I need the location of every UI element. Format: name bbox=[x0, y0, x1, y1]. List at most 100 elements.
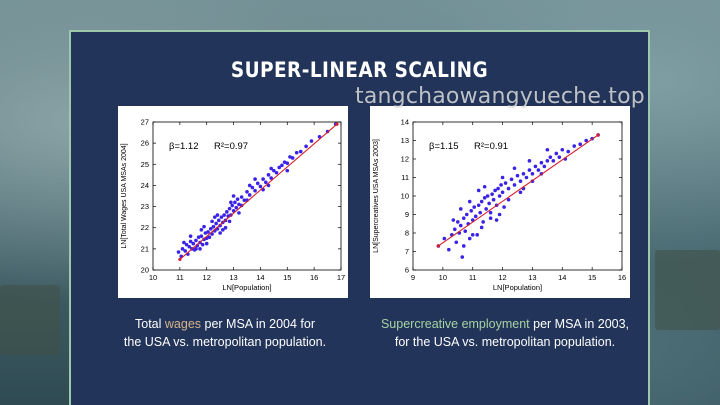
data-point bbox=[502, 205, 506, 209]
data-point bbox=[280, 163, 284, 168]
right-caption-line2: for the USA vs. metropolitan population. bbox=[394, 335, 616, 349]
fit-line bbox=[179, 123, 338, 260]
y-tick-label: 12 bbox=[401, 155, 409, 164]
data-point bbox=[215, 213, 220, 217]
y-tick-label: 22 bbox=[141, 223, 149, 232]
beta-annotation: β=1.15 bbox=[429, 141, 459, 152]
x-tick-label: 13 bbox=[229, 273, 237, 282]
data-point bbox=[518, 190, 523, 195]
data-point bbox=[527, 159, 532, 163]
right-caption-post: per MSA in 2003, bbox=[529, 317, 630, 331]
data-point bbox=[479, 199, 484, 204]
y-axis-label: LN[Total Wages USA MSAs 2004] bbox=[121, 143, 128, 248]
data-point bbox=[447, 247, 451, 252]
data-point bbox=[231, 194, 236, 198]
data-point bbox=[218, 231, 222, 235]
data-point bbox=[472, 205, 477, 209]
data-point bbox=[464, 212, 469, 217]
fit-line-end bbox=[596, 133, 600, 137]
x-axis-label: LN[Population] bbox=[493, 283, 542, 292]
data-point bbox=[467, 199, 472, 204]
data-point bbox=[493, 188, 497, 193]
data-point bbox=[253, 188, 257, 193]
y-tick-label: 26 bbox=[141, 139, 149, 148]
data-point bbox=[253, 177, 257, 181]
x-tick-label: 14 bbox=[256, 273, 264, 282]
y-tick-label: 9 bbox=[405, 210, 409, 219]
data-point bbox=[524, 175, 529, 180]
data-point bbox=[463, 229, 468, 233]
wages-chart-frame: 10 11 12 13 14 15 16 17 20 21 22 23 24 25 26 27 β=1.12 R²… bbox=[118, 106, 348, 298]
data-point bbox=[545, 147, 550, 152]
data-point bbox=[304, 144, 308, 149]
data-point bbox=[227, 206, 232, 211]
y-tick-label: 13 bbox=[401, 136, 409, 145]
data-point bbox=[184, 242, 189, 247]
data-point bbox=[233, 200, 237, 205]
data-point bbox=[496, 186, 500, 191]
data-point bbox=[207, 235, 212, 240]
data-point bbox=[264, 180, 268, 185]
data-point bbox=[211, 224, 216, 229]
y-tick-label: 27 bbox=[141, 118, 149, 127]
data-point bbox=[488, 210, 493, 215]
data-point bbox=[453, 227, 457, 232]
data-point bbox=[266, 173, 271, 177]
data-point bbox=[557, 155, 562, 159]
x-tick-label: 10 bbox=[439, 273, 447, 282]
data-point bbox=[566, 149, 571, 154]
data-point bbox=[247, 193, 252, 197]
x-tick-label: 11 bbox=[176, 273, 184, 282]
data-point bbox=[527, 168, 532, 172]
data-point bbox=[451, 218, 456, 222]
y-tick-label: 7 bbox=[405, 247, 409, 256]
data-point bbox=[469, 209, 474, 213]
data-point bbox=[214, 221, 218, 226]
fit-line-start bbox=[178, 257, 182, 262]
wages-scatter-chart: 10 11 12 13 14 15 16 17 20 21 22 23 24 25 26 27 β=1.12 R²… bbox=[121, 118, 345, 293]
right-caption-highlight: Supercreative employment bbox=[380, 317, 530, 331]
data-point bbox=[180, 247, 185, 251]
data-point bbox=[202, 224, 206, 229]
data-point bbox=[222, 213, 226, 217]
data-point bbox=[542, 164, 547, 169]
data-point bbox=[460, 255, 465, 259]
crowd-silhouette bbox=[0, 285, 60, 355]
data-point bbox=[285, 168, 290, 173]
data-point bbox=[578, 142, 582, 146]
x-tick-label: 16 bbox=[618, 273, 626, 282]
data-point bbox=[503, 181, 508, 185]
data-point bbox=[230, 203, 235, 208]
data-point bbox=[204, 241, 209, 246]
data-point bbox=[258, 184, 263, 189]
data-point bbox=[208, 226, 213, 231]
data-point bbox=[515, 173, 520, 178]
data-point bbox=[218, 223, 222, 228]
data-point bbox=[223, 225, 228, 230]
data-point bbox=[229, 200, 233, 205]
data-point bbox=[199, 228, 204, 232]
data-point bbox=[199, 234, 204, 238]
supercreatives-scatter-chart: 9 10 11 12 13 14 15 16 6 7 8 9 10 11 12 13 14 β=1.15 R²=0.… bbox=[373, 118, 626, 293]
y-tick-label: 8 bbox=[405, 229, 409, 238]
data-point bbox=[221, 228, 225, 232]
data-point bbox=[509, 177, 514, 182]
crowd-silhouette-right bbox=[655, 250, 720, 330]
data-point bbox=[482, 196, 487, 200]
data-point bbox=[497, 212, 502, 217]
data-point bbox=[518, 179, 523, 183]
data-point bbox=[200, 242, 205, 247]
data-point bbox=[506, 197, 511, 202]
data-point bbox=[500, 190, 505, 195]
data-point bbox=[506, 186, 511, 191]
data-point bbox=[548, 155, 553, 159]
fit-line-end bbox=[335, 122, 339, 126]
fit-line-start bbox=[436, 244, 440, 248]
data-point bbox=[206, 230, 210, 234]
data-point bbox=[512, 166, 517, 171]
left-caption-highlight: wages bbox=[164, 317, 202, 331]
data-point bbox=[560, 147, 565, 152]
left-caption-line2: the USA vs. metropolitan population. bbox=[123, 335, 327, 349]
data-point bbox=[488, 216, 493, 220]
y-tick-label: 10 bbox=[401, 192, 409, 201]
